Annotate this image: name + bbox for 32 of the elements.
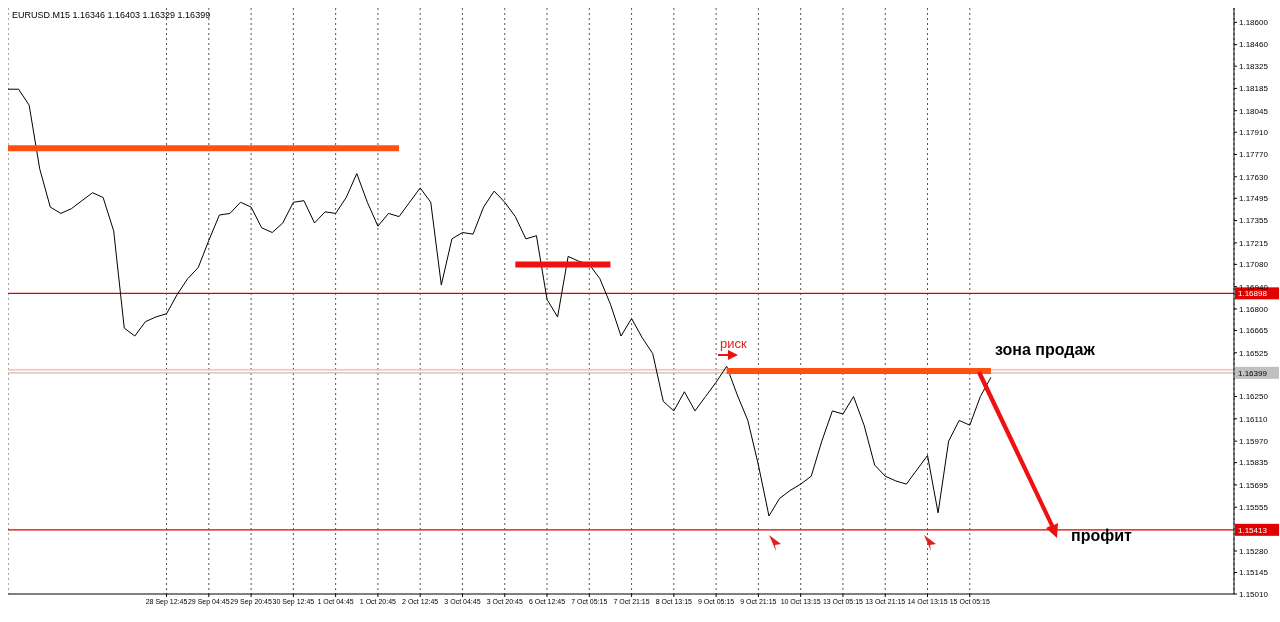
y-tick-label: 1.16800 (1239, 304, 1269, 314)
y-tick-label: 1.15695 (1239, 480, 1269, 490)
y-tick-label: 1.17770 (1239, 150, 1269, 160)
ref-line-label: 1.15413 (1238, 525, 1268, 535)
y-tick-label: 1.18325 (1239, 61, 1269, 71)
y-tick-label: 1.16665 (1239, 326, 1269, 336)
y-tick-label: 1.17080 (1239, 260, 1269, 270)
y-tick-label: 1.17355 (1239, 216, 1269, 226)
chart-title: EURUSD.M15 1.16346 1.16403 1.16329 1.16399 (12, 10, 211, 20)
y-tick-label: 1.18185 (1239, 84, 1269, 94)
annotation: профит (1071, 527, 1132, 545)
y-tick-label: 1.15010 (1239, 589, 1269, 599)
annotation: зона продаж (995, 341, 1095, 359)
annotation: риск (720, 336, 747, 351)
y-tick-label: 1.15555 (1239, 503, 1269, 513)
y-tick-label: 1.18600 (1239, 18, 1269, 28)
y-tick-label: 1.15280 (1239, 546, 1269, 556)
y-tick-label: 1.15835 (1239, 458, 1269, 468)
ref-line-label: 1.16898 (1238, 289, 1268, 299)
line-series (8, 88, 992, 517)
y-tick-label: 1.18460 (1239, 40, 1269, 50)
y-tick-label: 1.16250 (1239, 392, 1269, 402)
ref-line-label: 1.16399 (1238, 368, 1268, 378)
y-tick-label: 1.17495 (1239, 194, 1269, 204)
y-tick-label: 1.15145 (1239, 568, 1269, 578)
y-tick-label: 1.16110 (1239, 414, 1268, 424)
y-tick-label: 1.17630 (1239, 172, 1269, 182)
y-tick-label: 1.15970 (1239, 436, 1269, 446)
y-tick-label: 1.17215 (1239, 238, 1269, 248)
y-tick-label: 1.16525 (1239, 348, 1269, 358)
y-tick-label: 1.18045 (1239, 106, 1269, 116)
y-tick-label: 1.17910 (1239, 128, 1269, 138)
